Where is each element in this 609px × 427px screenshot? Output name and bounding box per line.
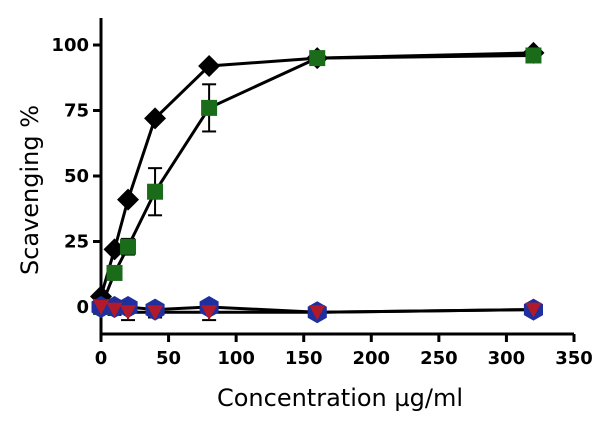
y-tick-label: 50 [64,166,89,187]
x-tick-label: 0 [95,348,108,369]
data-point-triangle-down [525,302,542,318]
data-point-square [147,183,164,200]
axes: 0 25 50 75 100 0 50 100 150 200 250 300 350 [51,18,593,369]
data-point-diamond [198,54,221,77]
data-point-triangle-down [106,302,123,318]
data-point-triangle-down [201,305,218,321]
data-point-diamond [117,188,140,211]
x-axis-title: Concentration µg/ml [217,384,463,412]
x-tick-label: 100 [217,348,255,369]
data-point-diamond [144,107,167,130]
data-point-square [120,238,137,255]
data-point-square [106,264,123,281]
series-markers [90,41,545,324]
data-point-square [201,99,218,116]
data-point-square [525,47,542,64]
data-point-triangle-down [93,300,109,315]
error-bars [107,51,541,322]
data-point-diamond [103,238,126,261]
data-point-triangle-down [120,305,137,321]
x-tick-label: 50 [156,348,181,369]
x-tick-label: 300 [488,348,526,369]
x-tick-label: 150 [285,348,323,369]
data-point-triangle-down [309,305,326,321]
data-point-square [309,50,326,67]
data-point-triangle-down [147,305,164,321]
y-tick-label: 0 [76,297,89,318]
y-tick-label: 100 [51,35,89,56]
y-axis-title: Scavenging % [16,105,44,275]
series-lines [99,51,534,314]
x-tick-label: 250 [420,348,458,369]
x-tick-label: 350 [555,348,593,369]
series-line-2 [99,53,534,308]
y-tick-label: 25 [64,232,89,253]
y-tick-label: 75 [64,101,89,122]
x-tick-label: 200 [352,348,390,369]
